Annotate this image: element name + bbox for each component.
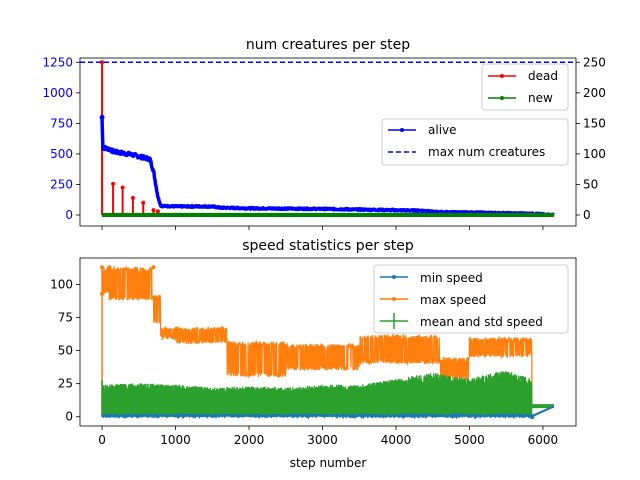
y-tick-label: 25 (58, 377, 73, 391)
legend-label-alive: alive (428, 123, 457, 137)
y-tick-label-left: 1000 (42, 86, 73, 100)
x-tick-label: 4000 (381, 433, 412, 447)
alive-point (99, 114, 105, 120)
top-right-y-ticks: 0 50 100 150 200 250 (576, 55, 606, 222)
legend-label-min-speed: min speed (420, 271, 483, 285)
mean-speed-line (102, 397, 532, 406)
legend-label-mean-std: mean and std speed (420, 315, 543, 329)
legend-label-dead: dead (528, 69, 558, 83)
min-speed-point (529, 414, 535, 420)
alive-line (100, 117, 556, 217)
y-tick-label-left: 500 (50, 147, 73, 161)
max-speed-point (100, 291, 105, 296)
top-left-y-ticks: 0 250 500 750 1000 1250 (42, 55, 80, 222)
max-speed-point (151, 265, 156, 270)
y-tick-label: 75 (58, 311, 73, 325)
bottom-x-ticks: 0 1000 2000 3000 4000 5000 6000 (98, 426, 558, 447)
dead-point (120, 185, 125, 190)
bottom-legend: min speed max speed mean and std speed (373, 264, 569, 334)
x-axis-label: step number (290, 456, 367, 470)
y-tick-label-left: 250 (50, 177, 73, 191)
top-axes: num creatures per step 02505007501000125… (42, 37, 606, 230)
x-tick-label: 3000 (307, 433, 338, 447)
legend-label-new: new (528, 91, 553, 105)
dead-point (141, 200, 146, 205)
y-tick-label: 0 (65, 410, 73, 424)
dead-point (155, 209, 160, 214)
bottom-axes: speed statistics per step 0 1000 2000 3000 4… (50, 238, 577, 470)
bottom-y-ticks: 0 25 50 75 100 (50, 277, 80, 424)
legend-box (381, 118, 569, 166)
y-tick-label-right: 150 (583, 116, 606, 130)
y-tick-label-right: 50 (583, 177, 598, 191)
max-speed-line (101, 265, 554, 407)
x-tick-label: 1000 (160, 433, 191, 447)
top-plot-area (80, 60, 576, 218)
top-axes-frame (79, 57, 577, 227)
bottom-axes-frame (79, 257, 577, 427)
y-tick-label-left: 1250 (42, 55, 73, 69)
top-chart-title: num creatures per step (246, 37, 410, 53)
max-speed-point (100, 265, 105, 270)
min-speed-line (101, 405, 555, 420)
legend-box (373, 264, 569, 334)
y-tick-label-right: 200 (583, 86, 606, 100)
y-tick-label-right: 0 (583, 208, 591, 222)
legend-marker-alive (400, 128, 404, 132)
legend-marker-new (500, 96, 504, 100)
legend-marker-max-speed (392, 297, 396, 301)
x-tick-label: 6000 (528, 433, 559, 447)
legend-label-max-speed: max speed (420, 293, 486, 307)
legend-label-max-num-creatures: max num creatures (428, 145, 545, 159)
x-tick-label: 2000 (234, 433, 265, 447)
legend-marker-dead (500, 74, 504, 78)
x-tick-label: 0 (98, 433, 106, 447)
y-tick-label-right: 250 (583, 55, 606, 69)
max-speed-point (107, 265, 112, 270)
bottom-chart-title: speed statistics per step (242, 238, 414, 254)
dead-point (151, 208, 156, 213)
y-tick-label-right: 100 (583, 147, 606, 161)
y-tick-label-left: 0 (65, 208, 73, 222)
top-x-ticks (101, 226, 544, 230)
top-legend-upper: dead new (481, 63, 569, 111)
bottom-plot-area (100, 265, 555, 420)
dead-point (100, 60, 105, 65)
x-tick-label: 5000 (454, 433, 485, 447)
dead-point (130, 195, 135, 200)
y-tick-label-left: 750 (50, 116, 73, 130)
top-legend-center: alive max num creatures (381, 118, 569, 166)
y-tick-label: 100 (50, 277, 73, 291)
legend-marker-min-speed (392, 275, 396, 279)
dead-point (111, 181, 116, 186)
y-tick-label: 50 (58, 344, 73, 358)
